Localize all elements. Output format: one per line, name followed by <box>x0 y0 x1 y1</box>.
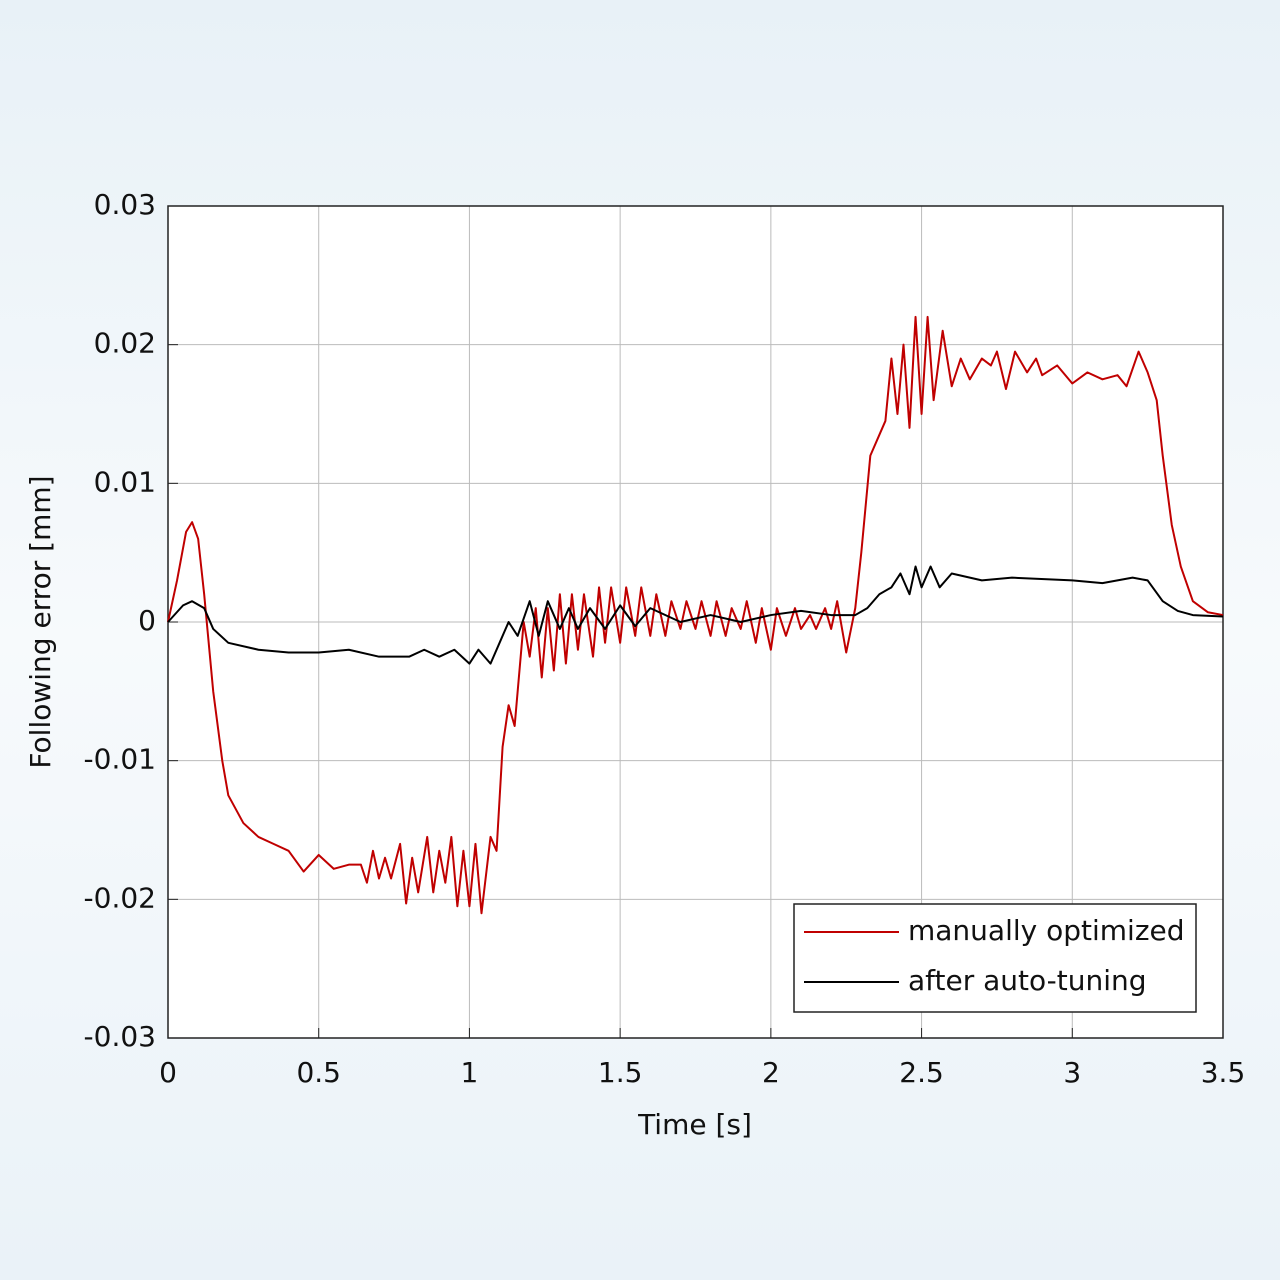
data-line <box>167 565 1224 665</box>
y-tick-label: -0.01 <box>84 743 156 776</box>
x-tick-label: 0 <box>159 1056 177 1089</box>
y-tick-label: 0 <box>138 604 156 637</box>
x-tick-label: 3 <box>1063 1056 1081 1089</box>
y-tick-label: -0.03 <box>84 1020 156 1053</box>
y-axis-label: Following error [mm] <box>24 475 57 768</box>
legend-box <box>793 903 1197 1013</box>
x-tick-label: 3.5 <box>1201 1056 1246 1089</box>
x-axis-label: Time [s] <box>637 1108 752 1141</box>
y-tick-label: 0.01 <box>94 465 156 498</box>
data-line <box>167 315 1224 915</box>
x-tick-label: 2.5 <box>899 1056 944 1089</box>
y-tick-label: 0.03 <box>94 188 156 221</box>
x-tick-label: 1 <box>461 1056 479 1089</box>
legend-label: after auto-tuning <box>908 964 1147 997</box>
legend-label: manually optimized <box>908 914 1185 947</box>
x-tick-label: 2 <box>762 1056 780 1089</box>
y-tick-label: -0.02 <box>84 881 156 914</box>
x-tick-label: 1.5 <box>598 1056 643 1089</box>
x-tick-label: 0.5 <box>296 1056 341 1089</box>
y-tick-label: 0.02 <box>94 327 156 360</box>
